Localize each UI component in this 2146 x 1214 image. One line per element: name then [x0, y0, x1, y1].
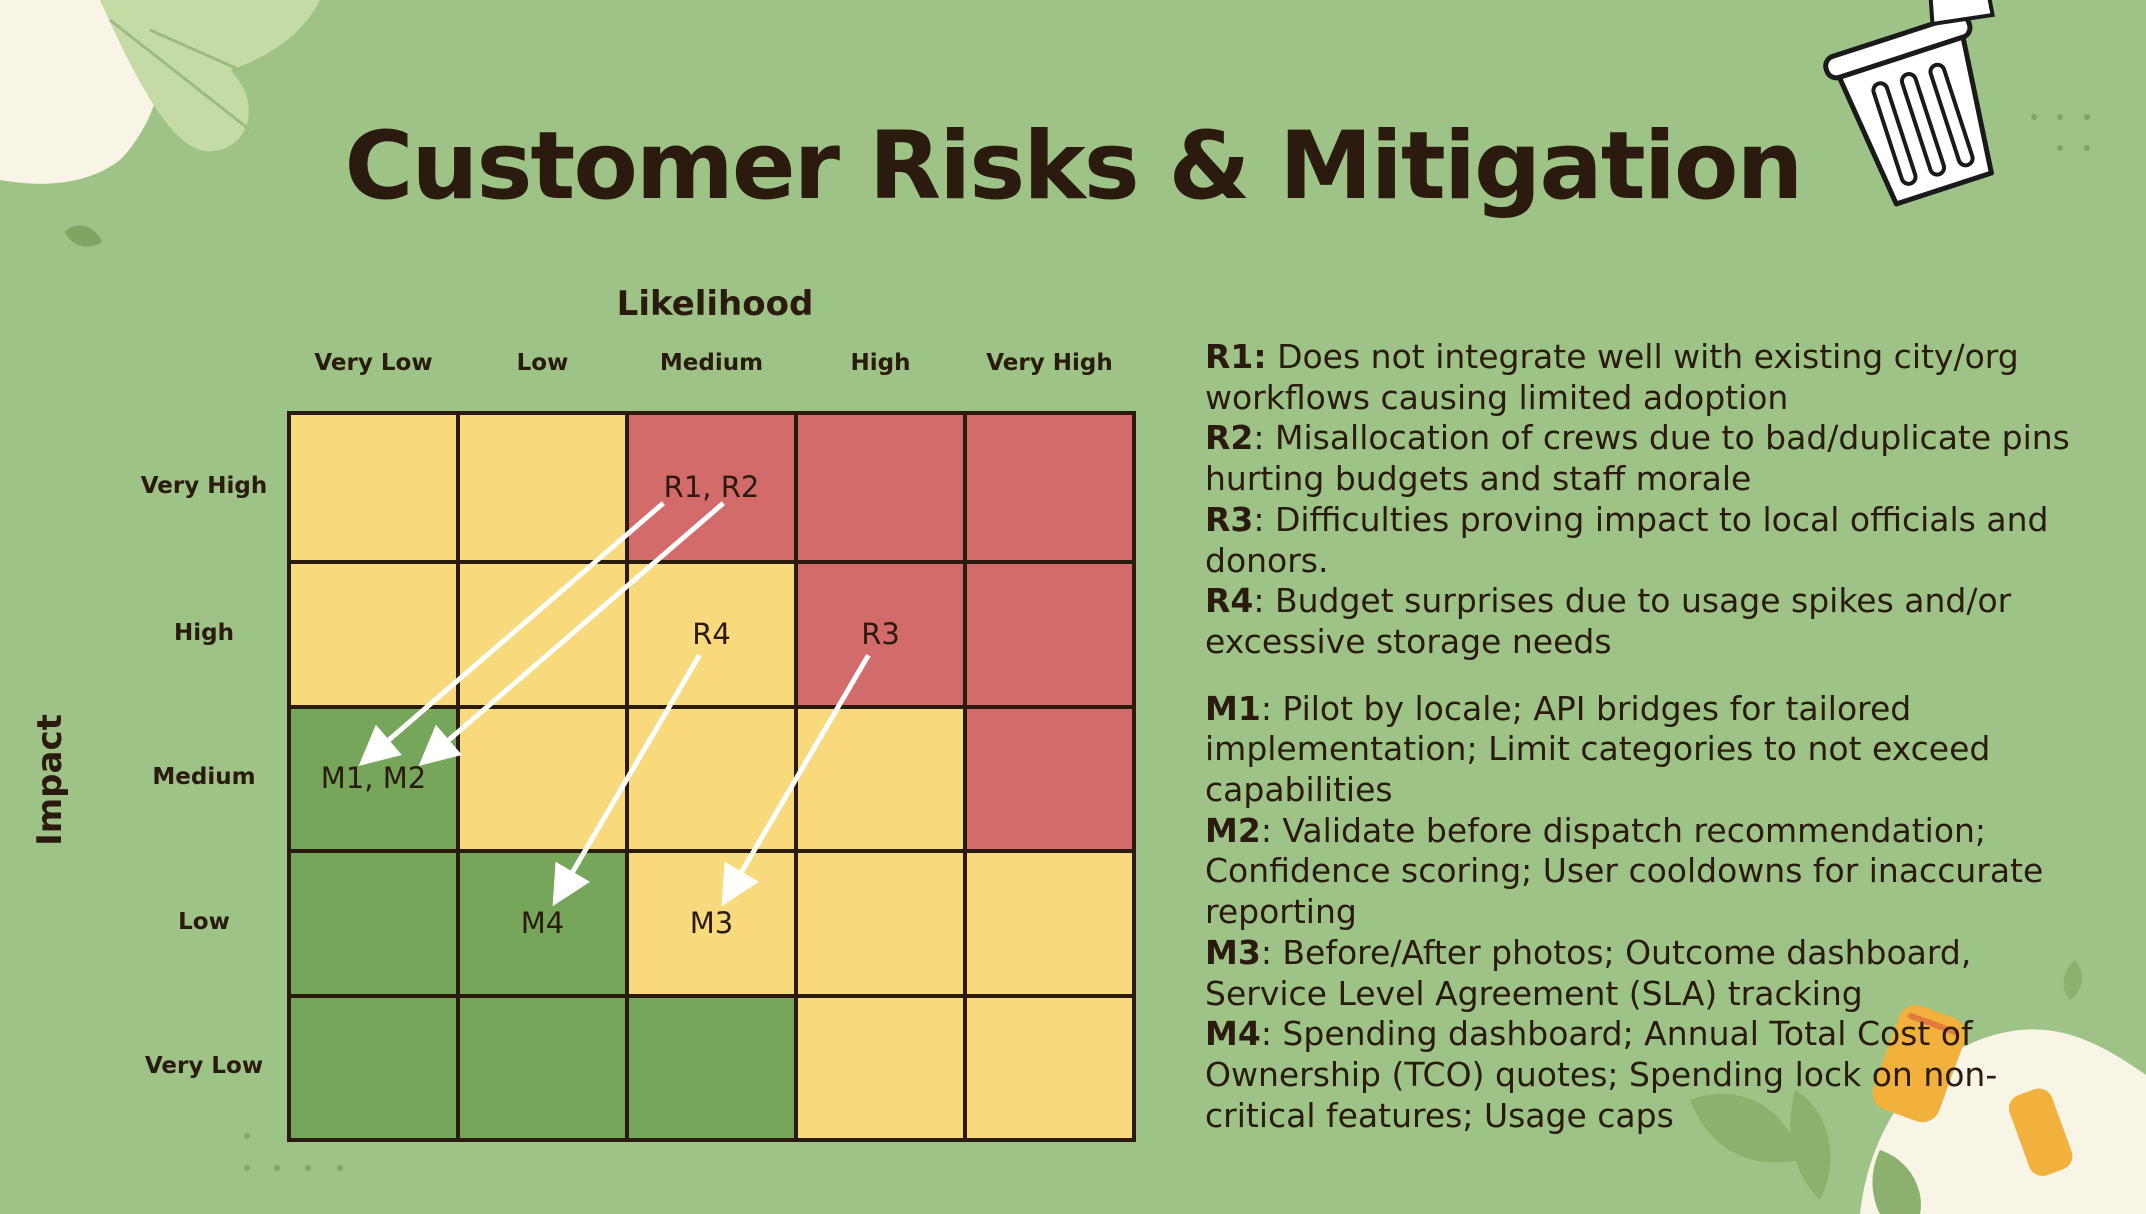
column-label: Very Low: [314, 350, 433, 376]
item-code: R2: [1205, 418, 1254, 458]
matrix-cell: [287, 411, 460, 564]
leaf-icon: [2063, 960, 2082, 1000]
page-title: Customer Risks & Mitigation: [344, 112, 1804, 221]
mitigation-arrow: [418, 501, 725, 766]
risk-item: R2: Misallocation of crews due to bad/du…: [1205, 418, 2085, 499]
cell-label: M3: [689, 905, 734, 940]
mitigation-arrow: [721, 653, 871, 907]
row-label: Very High: [140, 472, 268, 499]
item-text: : Difficulties proving impact to local o…: [1205, 499, 2049, 580]
cell-label: M1, M2: [320, 761, 427, 795]
matrix-cell: [456, 560, 629, 709]
matrix-cell: [456, 411, 629, 564]
risk-item: R4: Budget surprises due to usage spikes…: [1205, 581, 2085, 662]
matrix-cell: [963, 560, 1136, 709]
x-axis-title: Likelihood: [616, 284, 814, 324]
matrix-cell: [963, 849, 1136, 998]
matrix-cell: [287, 849, 460, 998]
item-text: : Pilot by locale; API bridges for tailo…: [1205, 688, 1991, 810]
mitigation-arrow: [358, 501, 665, 766]
leaf-icon: [100, 0, 320, 152]
mitigation-item: M4: Spending dashboard; Annual Total Cos…: [1205, 1014, 2085, 1136]
matrix-cell: [456, 994, 629, 1142]
row-label: High: [174, 619, 234, 646]
cell-label: R3: [861, 616, 900, 651]
mitigation-item: M1: Pilot by locale; API bridges for tai…: [1205, 689, 2085, 811]
mitigation-arrow: [552, 653, 702, 907]
item-code: M2: [1205, 810, 1261, 850]
matrix-cell: [963, 994, 1136, 1142]
risks-list: R1: Does not integrate well with existin…: [1205, 337, 2085, 663]
item-code: M3: [1205, 932, 1261, 972]
item-code: R3: [1205, 499, 1254, 539]
trash-bin-icon: [1823, 0, 1995, 207]
leaf-icon: [1690, 1093, 1800, 1163]
matrix-cell: [794, 705, 967, 853]
leaf-icon: [1872, 1150, 1921, 1214]
small-leaf-icon: [65, 225, 102, 247]
cell-label: R4: [692, 616, 731, 651]
cell-label: R1, R2: [663, 469, 760, 504]
item-text: : Before/After photos; Outcome dashboard…: [1205, 932, 1972, 1013]
matrix-cell: [625, 560, 798, 709]
column-label: Medium: [659, 350, 764, 376]
column-label: High: [850, 350, 911, 376]
row-label: Very Low: [144, 1053, 264, 1079]
row-label: Low: [178, 908, 230, 935]
item-code: M1: [1205, 688, 1261, 728]
item-code: M4: [1205, 1014, 1261, 1054]
item-text: : Misallocation of crews due to bad/dupl…: [1205, 418, 2070, 499]
matrix-cell: [287, 994, 460, 1142]
matrix-cell: [287, 560, 460, 709]
item-code: R1:: [1205, 337, 1267, 376]
item-code: R4: [1205, 581, 1254, 621]
matrix-cell: [794, 560, 967, 709]
matrix-cell: [794, 994, 967, 1142]
row-label: Medium: [152, 764, 256, 790]
item-text: Does not integrate well with existing ci…: [1205, 337, 2019, 417]
risk-item: R3: Difficulties proving impact to local…: [1205, 500, 2085, 581]
item-text: : Budget surprises due to usage spikes a…: [1205, 581, 2012, 661]
matrix-cell: [963, 705, 1136, 853]
matrix-cell: [456, 849, 629, 998]
can-icon: [1872, 1005, 1966, 1123]
mitigation-item: M3: Before/After photos; Outcome dashboa…: [1205, 933, 2085, 1014]
matrix-cell: [625, 705, 798, 853]
mitigations-list: M1: Pilot by locale; API bridges for tai…: [1205, 689, 2085, 1137]
mitigation-item: M2: Validate before dispatch recommendat…: [1205, 811, 2085, 933]
matrix-cell: [625, 411, 798, 564]
item-text: : Spending dashboard; Annual Total Cost …: [1205, 1014, 1998, 1135]
matrix-cell: [456, 705, 629, 853]
risk-mitigation-list: R1: Does not integrate well with existin…: [1205, 337, 2085, 1136]
matrix-cell: [963, 411, 1136, 564]
can-icon: [2008, 1088, 2073, 1176]
matrix-cell: [625, 994, 798, 1142]
risk-item: R1: Does not integrate well with existin…: [1205, 337, 2085, 418]
matrix-cell: [794, 849, 967, 998]
matrix-cell: [794, 411, 967, 564]
leaf-icon: [1790, 1090, 1831, 1200]
column-label: Low: [516, 350, 569, 376]
item-text: : Validate before dispatch recommendatio…: [1205, 810, 2044, 932]
cell-label: M4: [520, 905, 565, 940]
column-label: Very High: [986, 350, 1113, 376]
